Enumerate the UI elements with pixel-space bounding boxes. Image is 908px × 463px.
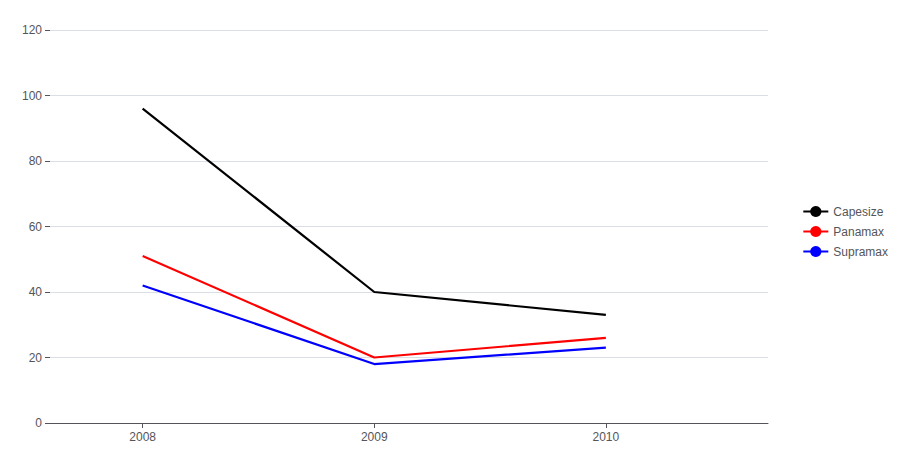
svg-text:2009: 2009 [361, 430, 388, 444]
svg-text:2008: 2008 [129, 430, 156, 444]
svg-text:40: 40 [29, 285, 43, 299]
svg-text:120: 120 [22, 23, 42, 37]
svg-text:Supramax: Supramax [833, 245, 888, 259]
svg-text:100: 100 [22, 89, 42, 103]
svg-text:Panamax: Panamax [833, 225, 884, 239]
svg-text:Capesize: Capesize [833, 205, 883, 219]
svg-text:2010: 2010 [593, 430, 620, 444]
svg-text:0: 0 [35, 416, 42, 430]
svg-text:20: 20 [29, 351, 43, 365]
svg-text:80: 80 [29, 154, 43, 168]
svg-text:60: 60 [29, 220, 43, 234]
